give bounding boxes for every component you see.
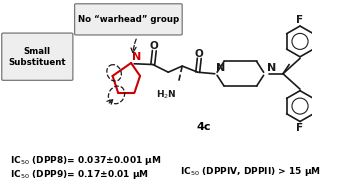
Text: O: O: [150, 41, 159, 51]
Text: IC$_{50}$ (DPP8)= 0.037±0.001 μM: IC$_{50}$ (DPP8)= 0.037±0.001 μM: [10, 154, 162, 167]
Text: O: O: [195, 49, 204, 59]
Text: 4c: 4c: [196, 122, 211, 132]
FancyBboxPatch shape: [2, 33, 73, 80]
Text: IC$_{50}$ (DPP9)= 0.17±0.01 μM: IC$_{50}$ (DPP9)= 0.17±0.01 μM: [10, 168, 150, 181]
Text: F: F: [296, 123, 304, 133]
Text: F: F: [296, 15, 304, 25]
Text: H$_2$N: H$_2$N: [156, 88, 177, 101]
FancyBboxPatch shape: [75, 4, 182, 35]
Text: IC$_{50}$ (DPPIV, DPPII) > 15 μM: IC$_{50}$ (DPPIV, DPPII) > 15 μM: [180, 165, 321, 178]
Text: N: N: [267, 63, 276, 73]
Text: N: N: [215, 63, 225, 73]
Text: No “warhead” group: No “warhead” group: [78, 15, 179, 24]
Text: N: N: [132, 52, 141, 62]
Text: Small
Substituent: Small Substituent: [8, 47, 66, 67]
